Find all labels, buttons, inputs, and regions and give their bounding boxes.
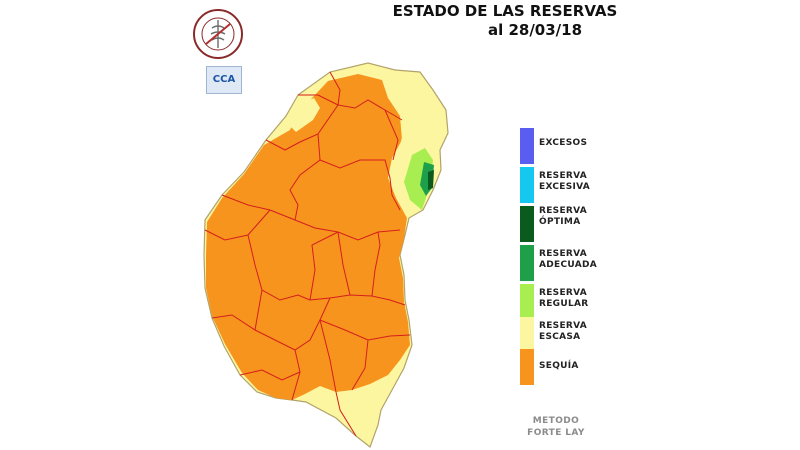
legend-swatch-reserva-escasa [520,317,534,353]
legend-label-sequia: SEQUÍA [539,361,579,371]
legend-label-reserva-optima: RESERVA ÓPTIMA [539,206,588,227]
legend-swatch-reserva-regular [520,284,534,320]
cca-logo: CCA [206,66,242,94]
legend-label-reserva-excesiva: RESERVA EXCESIVA [539,171,591,192]
legend-label-reserva-escasa: RESERVA ESCASA [539,321,588,342]
title-line-2: al 28/03/18 [487,21,583,39]
map-title: ESTADO DE LAS RESERVAS al 28/03/18 [390,2,620,40]
legend-swatch-reserva-optima [520,206,534,242]
department-boundaries [204,71,411,437]
optima-zone [428,170,434,190]
escasa-patch-nw [290,98,320,132]
legend-swatch-sequia [520,349,534,385]
bolsa-cereales-logo [193,9,243,59]
method-line-1: METODO [532,416,580,426]
title-line-1: ESTADO DE LAS RESERVAS [392,2,618,20]
method-line-2: FORTE LAY [527,428,585,438]
legend-label-excesos: EXCESOS [539,138,588,148]
legend-swatch-excesos [520,128,534,164]
method-note: METODO FORTE LAY [516,415,596,439]
legend-swatch-reserva-adecuada [520,245,534,281]
legend-swatch-reserva-excesiva [520,167,534,203]
legend-label-reserva-adecuada: RESERVA ADECUADA [539,249,598,270]
legend-label-reserva-regular: RESERVA REGULAR [539,288,589,309]
